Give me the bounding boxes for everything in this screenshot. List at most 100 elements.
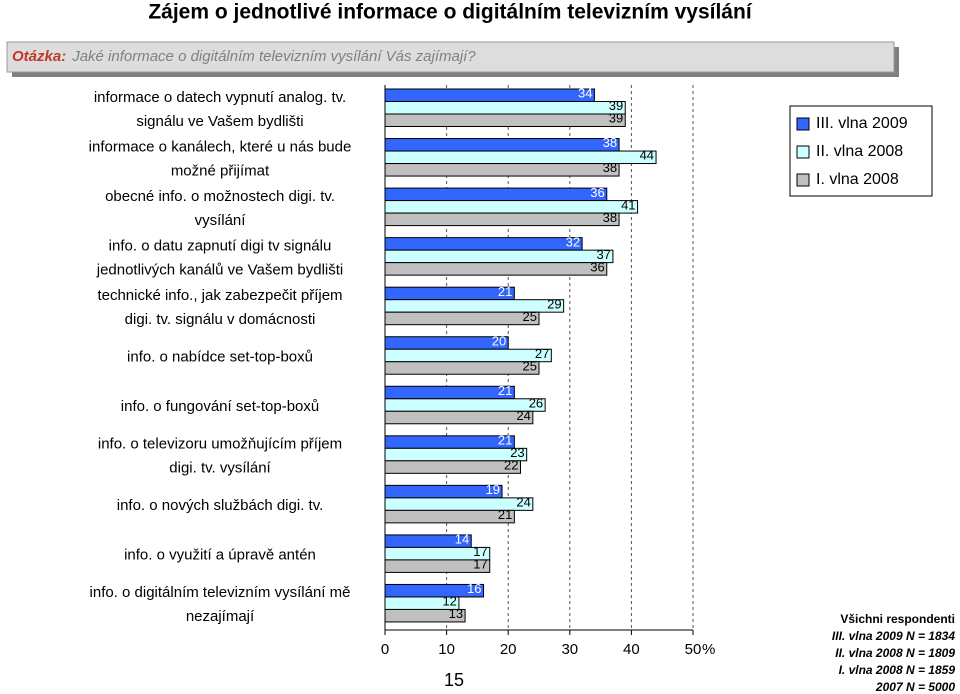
bar [384, 187, 608, 202]
value-label: 21 [498, 383, 512, 398]
category-label: info. o fungování set-top-boxů [121, 398, 319, 415]
value-label: 14 [455, 532, 469, 547]
value-label: 26 [529, 395, 543, 410]
value-label: 23 [510, 445, 524, 460]
bar [384, 286, 515, 301]
value-label: 36 [590, 259, 604, 274]
page-number: 15 [444, 670, 464, 690]
note: I. vlna 2008 N = 1859 [839, 663, 956, 677]
category-label: info. o datu zapnutí digi tv signálu jedn… [96, 237, 344, 278]
category-line: vysílání [195, 212, 247, 229]
value-label: 21 [498, 507, 512, 522]
category-line: info. o nabídce set-top-boxů [127, 348, 313, 365]
bar [384, 163, 620, 177]
bar [384, 262, 608, 276]
bar [384, 212, 620, 227]
note: Všichni respondenti [840, 612, 955, 626]
bar [384, 509, 515, 524]
value-label: 21 [498, 433, 512, 448]
bar [384, 608, 466, 623]
value-label: 34 [578, 86, 592, 101]
note: 2007 N = 5000 [875, 680, 955, 694]
category-line: digi. tv. vysílání [169, 460, 271, 477]
value-label: 41 [621, 197, 635, 212]
value-label: 17 [473, 544, 487, 559]
category-label: info. o digitálním televizním vysílání m… [90, 584, 351, 625]
category-line: info. o televizoru umožňujícím příjem [98, 436, 342, 453]
category-line: obecné info. o možnostech digi. tv. [105, 188, 335, 205]
bar [384, 336, 509, 350]
category-line: info. o nových službách digi. tv. [117, 497, 324, 514]
legend-swatch [796, 117, 810, 131]
value-label: 38 [603, 135, 617, 150]
value-label: 37 [596, 247, 610, 262]
category-label: info. o televizoru umožňujícím příjem dig… [98, 436, 342, 477]
value-label: 27 [535, 346, 549, 361]
bar [384, 249, 614, 264]
value-label: 13 [449, 606, 463, 621]
x-unit: % [702, 641, 715, 658]
bar [384, 200, 639, 214]
bar [384, 101, 626, 115]
category-label: informace o datech vypnutí analog. tv. si… [94, 89, 346, 130]
value-label: 24 [516, 495, 530, 510]
category-label: obecné info. o možnostech digi. tv. vysíl… [105, 188, 335, 229]
category-label: info. o nabídce set-top-boxů [127, 348, 313, 365]
bar [384, 484, 503, 499]
bar [384, 460, 522, 474]
value-label: 39 [609, 98, 623, 113]
bar [384, 385, 515, 400]
legend-label: I. vlna 2008 [816, 171, 899, 188]
category-line: informace o kanálech, které u nás bude [89, 138, 352, 155]
note: II. vlna 2008 N = 1809 [835, 646, 955, 660]
question: Otázka: Jaké informace o digitálním telev… [12, 48, 476, 65]
question-label: Otázka: [12, 48, 66, 65]
category-line: jednotlivých kanálů ve Vašem bydlišti [96, 261, 344, 278]
legend-box [789, 105, 933, 197]
value-label: 25 [523, 309, 537, 324]
x-tick-label: 30 [561, 641, 578, 658]
category-line: nezajímají [186, 608, 255, 625]
value-label: 21 [498, 284, 512, 299]
bar [384, 435, 515, 449]
x-tick-label: 0 [381, 641, 389, 658]
value-label: 38 [603, 160, 617, 175]
value-label: 17 [473, 557, 487, 572]
value-label: 20 [492, 333, 506, 348]
category-line: signálu ve Vašem bydlišti [136, 113, 303, 130]
note: III. vlna 2009 N = 1834 [832, 629, 955, 643]
value-label: 44 [640, 148, 654, 163]
category-line: možné přijímat [171, 162, 270, 179]
value-label: 39 [609, 111, 623, 126]
value-label: 12 [442, 594, 456, 609]
x-tick-label: 10 [438, 641, 455, 658]
category-label: informace o kanálech, které u nás bude mo… [89, 138, 352, 179]
category-line: technické info., jak zabezpečit příjem [97, 287, 342, 304]
bar [384, 311, 540, 326]
value-label: 25 [523, 358, 537, 373]
x-tick-label: 40 [623, 641, 640, 658]
bar [384, 88, 595, 102]
category-line: info. o fungování set-top-boxů [121, 398, 319, 415]
question-text: Jaké informace o digitálním televizním v… [71, 48, 476, 65]
category-line: info. o využití a úpravě antén [124, 547, 316, 564]
bar [384, 361, 540, 375]
category-line: info. o datu zapnutí digi tv signálu [109, 237, 332, 254]
x-tick-label: 50 [685, 641, 702, 658]
bar [384, 113, 626, 127]
value-label: 24 [516, 408, 530, 423]
bar [384, 410, 534, 425]
chart-title: Zájem o jednotlivé informace o digitální… [148, 1, 752, 24]
legend-swatch [796, 173, 810, 187]
legend-swatch [796, 145, 810, 159]
bar [384, 237, 583, 251]
category-label: info. o nových službách digi. tv. [117, 497, 324, 514]
value-label: 29 [547, 296, 561, 311]
value-label: 36 [590, 185, 604, 200]
bar [384, 138, 620, 152]
value-label: 32 [566, 234, 580, 249]
category-line: informace o datech vypnutí analog. tv. [94, 89, 346, 106]
category-line: info. o digitálním televizním vysílání m… [90, 584, 351, 601]
